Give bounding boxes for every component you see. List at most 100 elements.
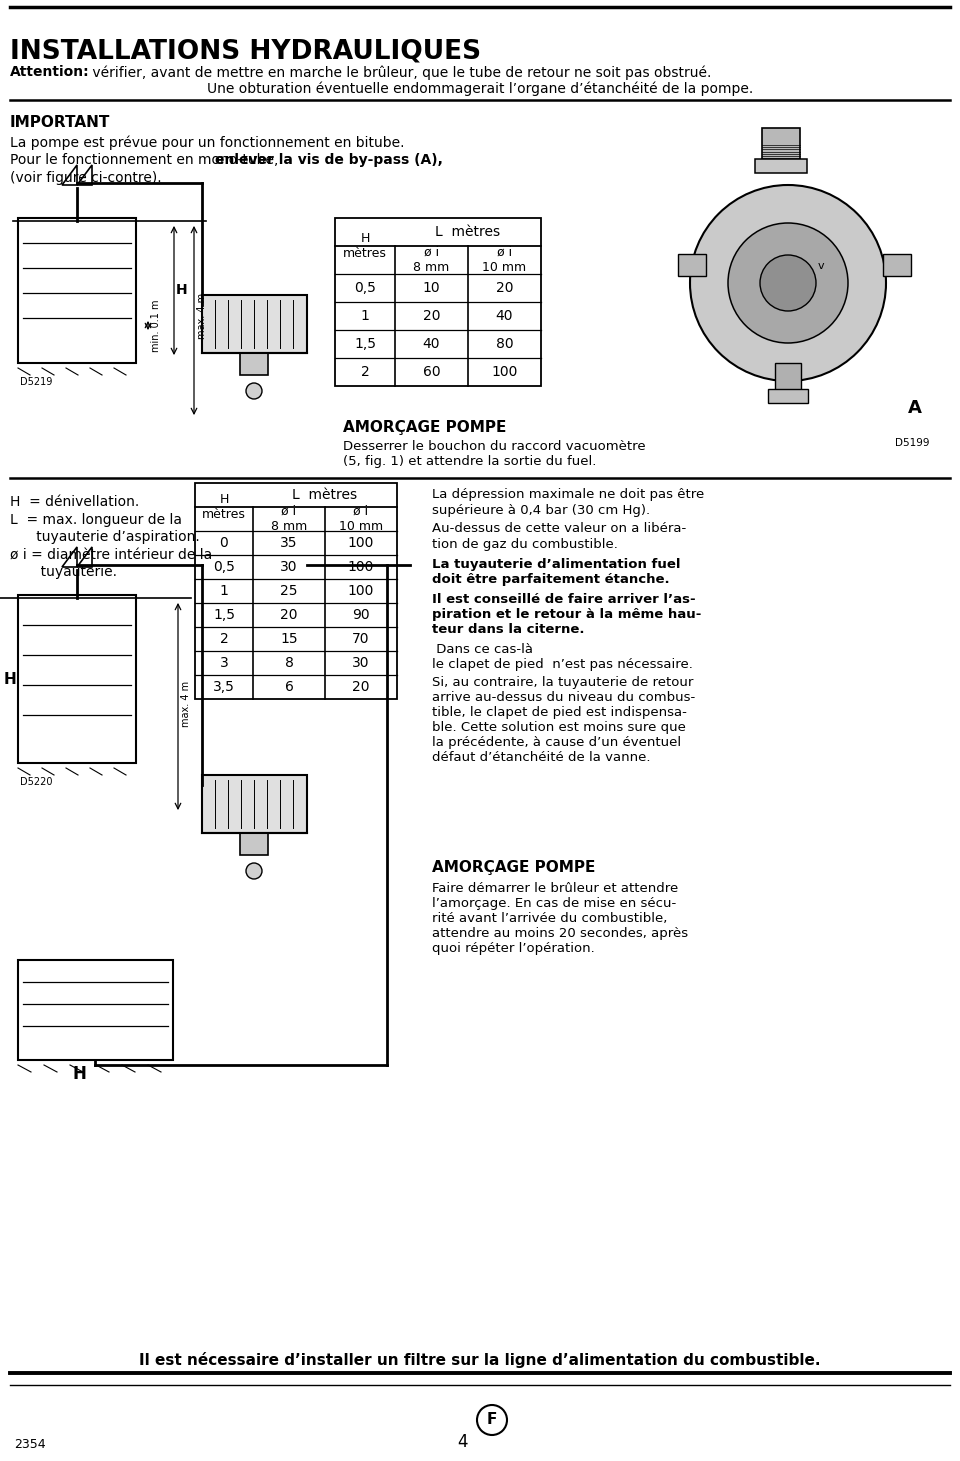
Text: La pompe est prévue pour un fonctionnement en bitube.: La pompe est prévue pour un fonctionneme…	[10, 134, 404, 149]
Text: D5199: D5199	[895, 438, 929, 449]
Text: vérifier, avant de mettre en marche le brûleur, que le tube de retour ne soit pa: vérifier, avant de mettre en marche le b…	[88, 64, 711, 79]
Text: 20: 20	[352, 679, 370, 694]
Text: 30: 30	[280, 560, 298, 574]
Text: ø i
8 mm: ø i 8 mm	[414, 245, 449, 275]
Text: ø i
10 mm: ø i 10 mm	[339, 506, 383, 533]
Text: La dépression maximale ne doit pas être: La dépression maximale ne doit pas être	[432, 488, 705, 501]
Text: INSTALLATIONS HYDRAULIQUES: INSTALLATIONS HYDRAULIQUES	[10, 38, 481, 64]
Circle shape	[246, 383, 262, 399]
Text: 6: 6	[284, 679, 294, 694]
Circle shape	[246, 863, 262, 880]
Circle shape	[760, 256, 816, 311]
Text: 60: 60	[422, 365, 441, 378]
Bar	[762, 129, 800, 161]
Text: 20: 20	[495, 281, 514, 295]
Text: 35: 35	[280, 536, 298, 549]
Text: H
mètres: H mètres	[202, 492, 246, 522]
Text: 10: 10	[422, 281, 441, 295]
Text: 3: 3	[220, 656, 228, 671]
Text: F: F	[487, 1413, 497, 1427]
Text: Si, au contraire, la tuyauterie de retour
arrive au-dessus du niveau du combus-
: Si, au contraire, la tuyauterie de retou…	[432, 676, 695, 764]
Text: 15: 15	[280, 633, 298, 646]
Text: 100: 100	[348, 560, 374, 574]
Text: 1: 1	[361, 308, 370, 323]
Bar	[678, 254, 706, 276]
Text: Il est nécessaire d’installer un filtre sur la ligne d’alimentation du combustib: Il est nécessaire d’installer un filtre …	[139, 1351, 821, 1367]
Text: v: v	[818, 262, 825, 270]
Text: max. 4 m: max. 4 m	[181, 681, 191, 728]
Text: Une obturation éventuelle endommagerait l’organe d’étanchéité de la pompe.: Une obturation éventuelle endommagerait …	[206, 82, 754, 96]
Text: 1: 1	[220, 584, 228, 598]
Text: Attention:: Attention:	[10, 64, 89, 79]
Text: ø i = diamètre intérieur de la: ø i = diamètre intérieur de la	[10, 548, 212, 562]
Text: 3,5: 3,5	[213, 679, 235, 694]
Text: supérieure à 0,4 bar (30 cm Hg).: supérieure à 0,4 bar (30 cm Hg).	[432, 504, 650, 517]
Text: 1,5: 1,5	[213, 608, 235, 622]
Text: 2354: 2354	[14, 1438, 46, 1451]
Text: A: A	[908, 399, 922, 416]
Text: AMORÇAGE POMPE: AMORÇAGE POMPE	[343, 419, 506, 435]
Text: 0,5: 0,5	[213, 560, 235, 574]
Text: enlever la vis de by-pass (A),: enlever la vis de by-pass (A),	[215, 153, 444, 167]
Text: 30: 30	[352, 656, 370, 671]
Text: ø i
10 mm: ø i 10 mm	[483, 245, 527, 275]
Text: Il est conseillé de faire arriver l’as-
piration et le retour à la même hau-
teu: Il est conseillé de faire arriver l’as- …	[432, 593, 702, 636]
Text: Faire démarrer le brûleur et attendre
l’amorçage. En cas de mise en sécu-
rité a: Faire démarrer le brûleur et attendre l’…	[432, 882, 688, 955]
Text: 1,5: 1,5	[354, 337, 376, 351]
Bar	[775, 362, 801, 393]
Text: D5220: D5220	[20, 777, 53, 787]
Text: H: H	[176, 283, 187, 298]
Bar	[335, 218, 541, 386]
Bar	[755, 159, 807, 172]
Text: 25: 25	[280, 584, 298, 598]
Text: La tuyauterie d’alimentation fuel
doit être parfaitement étanche.: La tuyauterie d’alimentation fuel doit ê…	[432, 558, 681, 586]
Text: tuyauterie.: tuyauterie.	[10, 565, 117, 579]
Text: D5219: D5219	[20, 377, 53, 387]
Text: 2: 2	[361, 365, 370, 378]
Text: 80: 80	[495, 337, 514, 351]
Text: 8: 8	[284, 656, 294, 671]
Text: 2: 2	[220, 633, 228, 646]
Text: Au-dessus de cette valeur on a libéra-: Au-dessus de cette valeur on a libéra-	[432, 522, 686, 535]
Bar	[240, 354, 268, 375]
Text: 100: 100	[492, 365, 517, 378]
Bar	[883, 254, 911, 276]
Bar	[240, 833, 268, 855]
Text: 100: 100	[348, 584, 374, 598]
Text: tion de gaz du combustible.: tion de gaz du combustible.	[432, 538, 618, 551]
Text: Dans ce cas-là
le clapet de pied  n’est pas nécessaire.: Dans ce cas-là le clapet de pied n’est p…	[432, 643, 693, 671]
Text: 70: 70	[352, 633, 370, 646]
Text: L  mètres: L mètres	[293, 488, 357, 503]
Bar	[202, 295, 307, 354]
Text: 100: 100	[348, 536, 374, 549]
Bar	[18, 960, 173, 1061]
Text: Pour le fonctionnement en mono-tube,: Pour le fonctionnement en mono-tube,	[10, 153, 283, 167]
Text: 20: 20	[422, 308, 441, 323]
Text: 20: 20	[280, 608, 298, 622]
Text: H: H	[73, 1065, 86, 1083]
Text: 40: 40	[422, 337, 441, 351]
Text: min. 0.1 m: min. 0.1 m	[151, 300, 161, 352]
Text: 0,5: 0,5	[354, 281, 376, 295]
Bar	[768, 389, 808, 403]
Text: AMORÇAGE POMPE: AMORÇAGE POMPE	[432, 861, 595, 875]
Text: 40: 40	[495, 308, 514, 323]
Text: H
mètres: H mètres	[343, 232, 387, 260]
Text: ø i
8 mm: ø i 8 mm	[271, 506, 307, 533]
Text: tuyauterie d’aspiration.: tuyauterie d’aspiration.	[10, 530, 200, 543]
Text: 4: 4	[457, 1433, 468, 1451]
Text: IMPORTANT: IMPORTANT	[10, 115, 110, 130]
Circle shape	[690, 186, 886, 381]
Text: 90: 90	[352, 608, 370, 622]
Text: 0: 0	[220, 536, 228, 549]
Circle shape	[728, 224, 848, 343]
Text: (voir figure ci-contre).: (voir figure ci-contre).	[10, 171, 161, 186]
Bar	[18, 595, 136, 763]
Bar	[18, 218, 136, 362]
Text: max. 4 m: max. 4 m	[197, 292, 207, 339]
Text: H  = dénivellation.: H = dénivellation.	[10, 495, 139, 508]
Text: L  = max. longueur de la: L = max. longueur de la	[10, 513, 182, 527]
Bar	[195, 484, 397, 698]
Text: H: H	[4, 672, 16, 687]
Text: L  mètres: L mètres	[436, 225, 500, 240]
